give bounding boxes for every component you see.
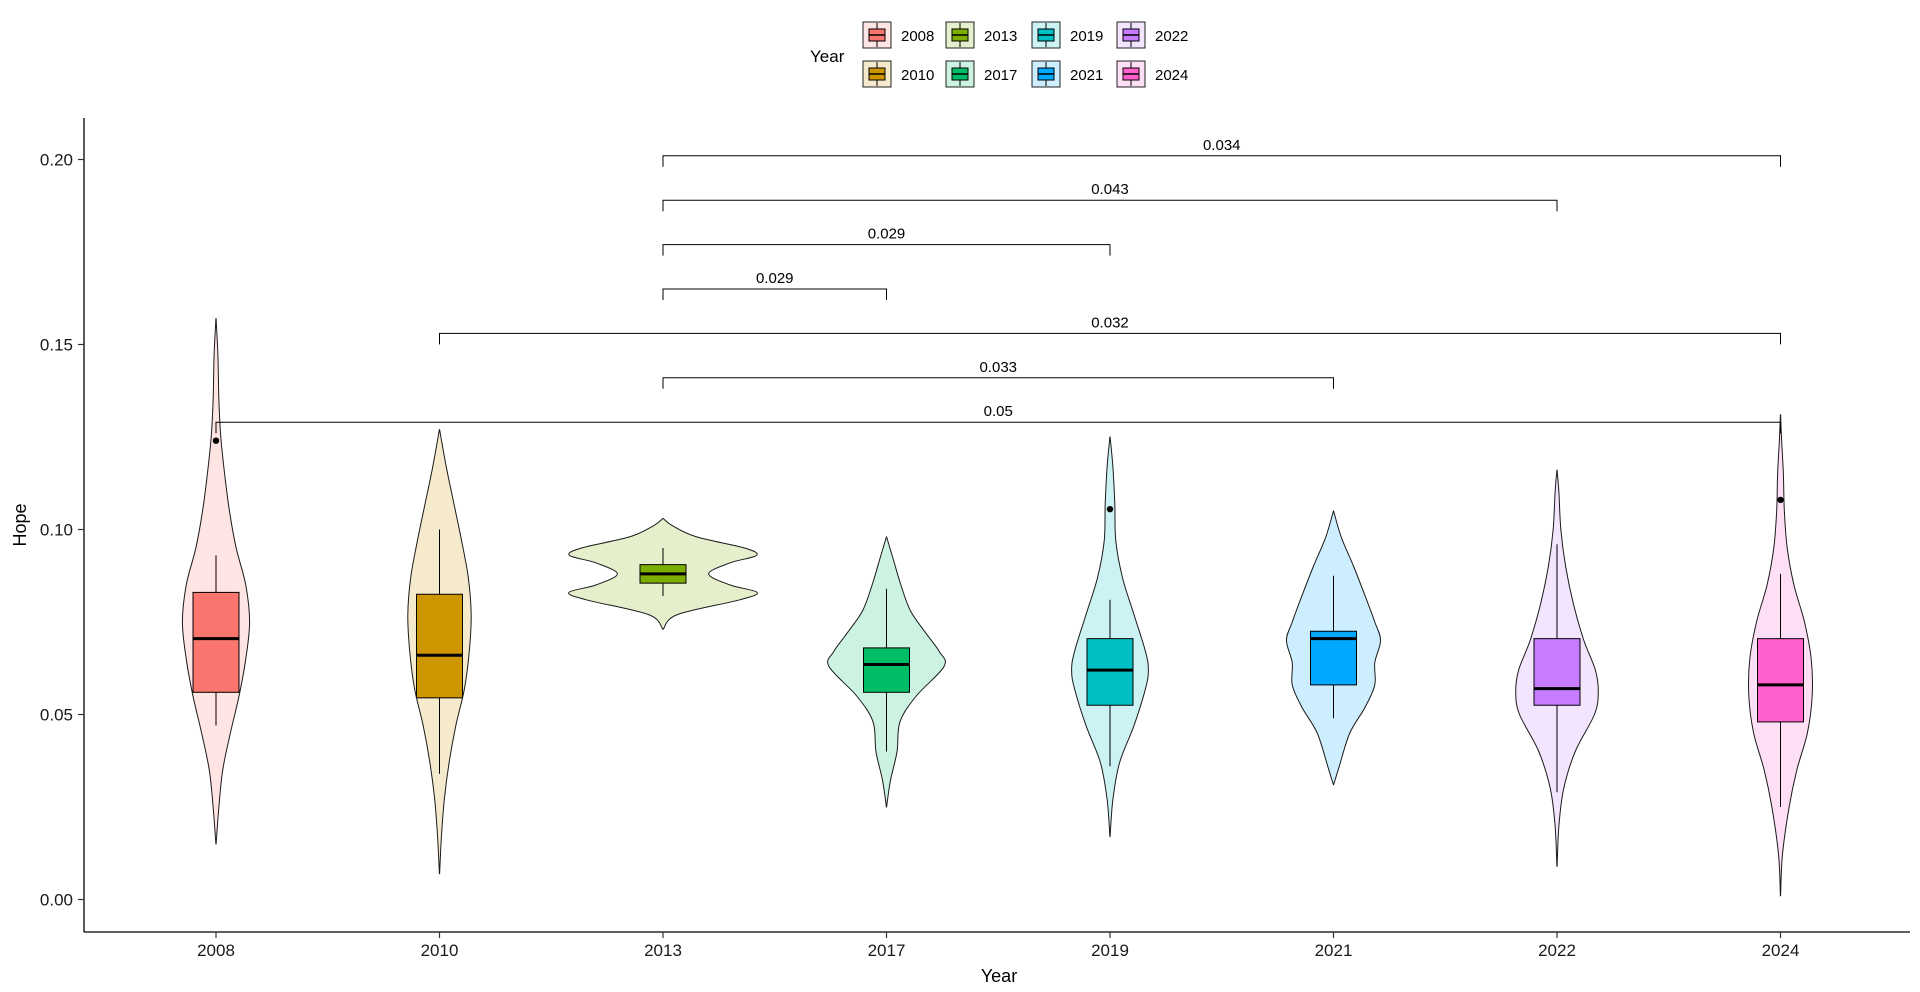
bracket-pvalue-label: 0.029 — [756, 270, 794, 287]
x-tick-label: 2008 — [197, 941, 235, 960]
x-tick-label: 2013 — [644, 941, 682, 960]
box-2019 — [1086, 638, 1134, 706]
x-tick-label: 2021 — [1315, 941, 1353, 960]
y-tick-label: 0.00 — [40, 891, 73, 910]
bracket-pvalue-label: 0.032 — [1091, 314, 1129, 331]
legend-label: 2013 — [984, 28, 1017, 45]
y-tick-label: 0.20 — [40, 151, 73, 170]
y-axis-title: Hope — [10, 503, 30, 546]
y-tick-label: 0.15 — [40, 336, 73, 355]
bracket-2013-2021 — [662, 377, 1334, 389]
x-axis-title: Year — [981, 966, 1017, 986]
y-tick-label: 0.05 — [40, 706, 73, 725]
legend-label: 2019 — [1070, 28, 1103, 45]
outlier-2008 — [212, 437, 220, 444]
legend-label: 2021 — [1070, 67, 1103, 84]
x-tick-label: 2017 — [868, 941, 906, 960]
significance-brackets: 0.05 0.033 0.032 0.029 0.029 0.043 0.034 — [215, 137, 1781, 434]
box-2008 — [192, 591, 240, 693]
bracket-2008-2024 — [215, 421, 1781, 434]
box-2017 — [863, 647, 910, 693]
x-tick-label: 2019 — [1091, 941, 1129, 960]
box-2022 — [1533, 638, 1581, 706]
legend-label: 2008 — [901, 28, 934, 45]
y-tick-label: 0.10 — [40, 521, 73, 540]
boxplots — [192, 437, 1804, 807]
box-2021 — [1310, 630, 1357, 686]
legend-item-2022: 2022 — [1116, 21, 1188, 49]
legend: Year 2008 2013 2019 2022 2010 2017 2021 2024 — [810, 21, 1188, 88]
x-tick-label: 2024 — [1762, 941, 1800, 960]
legend-label: 2022 — [1155, 28, 1188, 45]
x-tick-label: 2022 — [1538, 941, 1576, 960]
bracket-pvalue-label: 0.033 — [979, 359, 1017, 376]
bracket-pvalue-label: 0.029 — [868, 226, 906, 243]
legend-label: 2024 — [1155, 67, 1188, 84]
outlier-2024 — [1777, 496, 1784, 504]
axes: 0.00 0.05 0.10 0.15 0.20 2008 2010 2013 2017 201… — [10, 118, 1910, 986]
bracket-2013-2017 — [662, 288, 887, 300]
bracket-pvalue-label: 0.05 — [984, 403, 1013, 420]
bracket-2013-2019 — [662, 244, 1111, 256]
outlier-2019 — [1106, 505, 1114, 513]
legend-title: Year — [810, 47, 845, 66]
bracket-2013-2022 — [662, 199, 1558, 212]
legend-item-2010: 2010 — [862, 60, 934, 88]
legend-item-2019: 2019 — [1031, 21, 1103, 49]
bracket-pvalue-label: 0.043 — [1091, 181, 1129, 198]
legend-item-2024: 2024 — [1116, 60, 1188, 88]
legend-item-2017: 2017 — [945, 60, 1017, 88]
legend-item-2021: 2021 — [1031, 60, 1103, 88]
bracket-2013-2024 — [662, 155, 1781, 167]
box-2024 — [1757, 638, 1804, 723]
bracket-pvalue-label: 0.034 — [1203, 137, 1241, 154]
legend-item-2008: 2008 — [862, 21, 934, 49]
legend-item-2013: 2013 — [945, 21, 1017, 49]
bracket-2010-2024 — [439, 332, 1781, 345]
legend-label: 2017 — [984, 67, 1017, 84]
box-2010 — [416, 593, 463, 699]
x-tick-label: 2010 — [421, 941, 459, 960]
legend-label: 2010 — [901, 67, 934, 84]
